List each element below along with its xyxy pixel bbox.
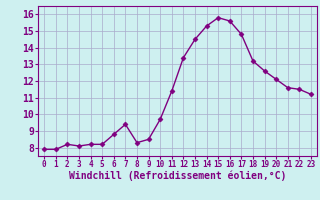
X-axis label: Windchill (Refroidissement éolien,°C): Windchill (Refroidissement éolien,°C) — [69, 171, 286, 181]
